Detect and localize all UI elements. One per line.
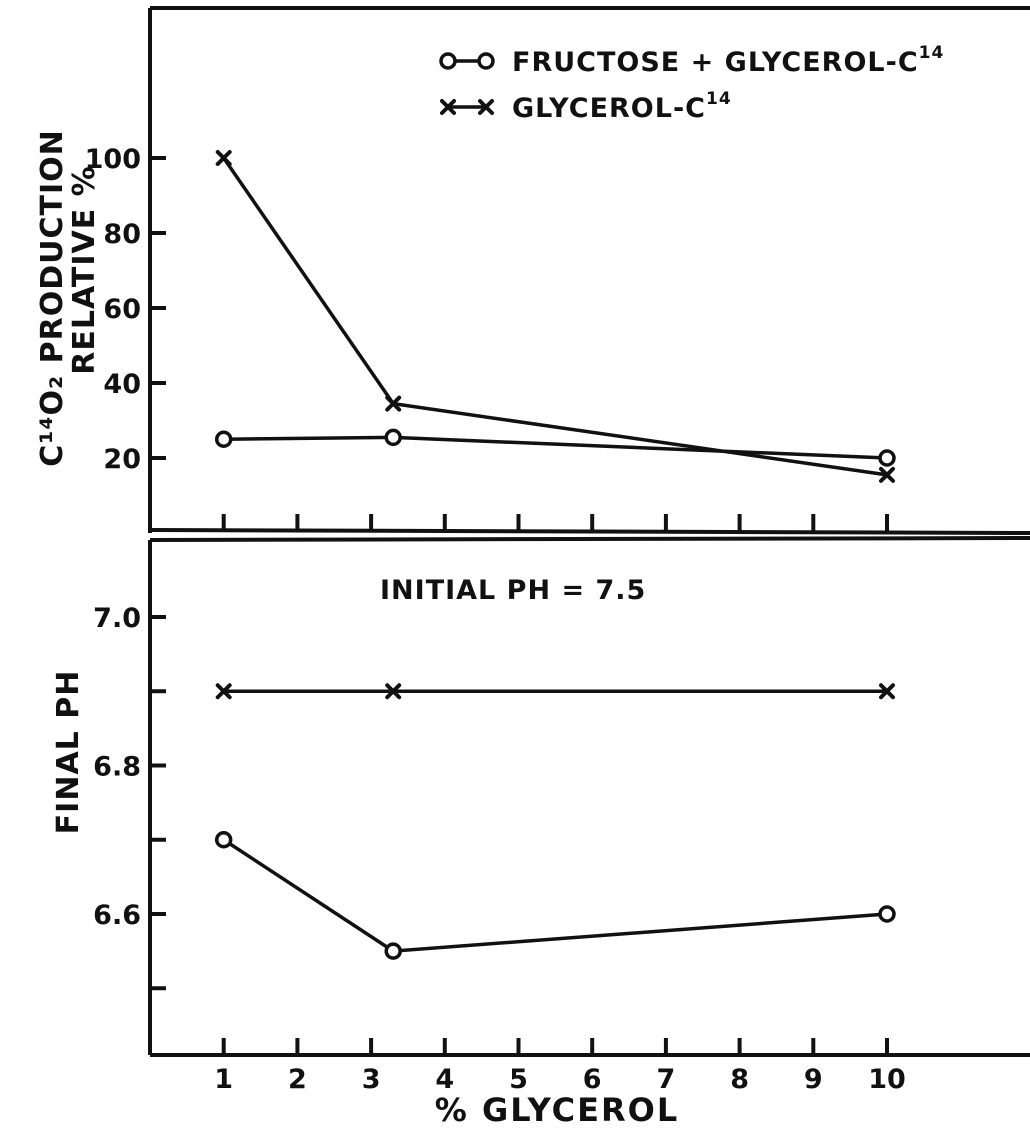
bottom-y-tick-label: 7.0 — [93, 603, 141, 634]
legend-cross-marker — [478, 99, 494, 115]
top-point-circle — [878, 449, 896, 467]
initial-ph-annotation: INITIAL PH = 7.5 — [380, 575, 646, 606]
bottom-series-line-circle — [222, 838, 888, 953]
top-y-tick-label: 80 — [103, 219, 141, 250]
x-tick-label: 9 — [804, 1064, 823, 1095]
legend-label-fructose-glycerol: FRUCTOSE + GLYCEROL-C14 — [512, 43, 944, 78]
top-ticks — [221, 514, 889, 531]
x-tick-label: 4 — [435, 1064, 454, 1095]
x-tick-label: 1 — [214, 1064, 233, 1095]
bottom-y-tick-label: 6.6 — [93, 900, 141, 931]
bottom-point-circle — [878, 905, 896, 923]
top-point-circle — [384, 428, 402, 447]
top-point-cross — [215, 150, 232, 166]
top-point-cross — [879, 466, 895, 483]
x-tick-label: 5 — [509, 1064, 528, 1095]
top-panel-frame — [148, 6, 1030, 535]
legend-item-cross: GLYCEROL-C14 — [440, 89, 732, 124]
top-y-axis-label-line1: C¹⁴O₂ PRODUCTION — [35, 129, 70, 467]
top-series-line-circle — [223, 435, 888, 460]
bottom-point-cross — [879, 683, 895, 700]
bottom-panel-frame — [148, 536, 1030, 1057]
top-y-tick-label: 100 — [85, 144, 141, 175]
top-point-circle — [214, 430, 233, 448]
legend-cross-marker — [440, 99, 456, 115]
top-y-ticks: 20 40 60 80 100 — [85, 144, 166, 475]
legend-label-glycerol: GLYCEROL-C14 — [512, 89, 732, 124]
top-point-cross — [385, 395, 402, 412]
bottom-y-tick-label: 6.8 — [93, 752, 141, 783]
top-series-line-cross — [222, 157, 888, 477]
bottom-ticks — [221, 1038, 889, 1055]
x-tick-label: 8 — [730, 1064, 749, 1095]
x-tick-label: 7 — [657, 1064, 676, 1095]
legend-item-circle: FRUCTOSE + GLYCEROL-C14 — [439, 43, 944, 78]
bottom-point-cross — [385, 683, 402, 700]
legend-circle-marker — [477, 52, 495, 70]
bottom-point-circle — [384, 942, 402, 960]
top-y-tick-label: 20 — [103, 444, 141, 475]
bottom-series — [214, 683, 896, 960]
top-y-tick-label: 60 — [103, 294, 141, 325]
bottom-x-tick-labels: 1 2 3 4 5 6 7 8 9 10 — [214, 1064, 905, 1095]
x-tick-label: 6 — [583, 1064, 602, 1095]
bottom-point-cross — [215, 683, 232, 700]
x-tick-label: 10 — [868, 1064, 906, 1095]
x-axis-label: % GLYCEROL — [435, 1091, 679, 1129]
legend-circle-marker — [439, 52, 457, 70]
legend: FRUCTOSE + GLYCEROL-C14 GLYCEROL-C14 — [439, 43, 944, 124]
x-tick-label: 2 — [288, 1064, 307, 1095]
bottom-point-circle — [214, 831, 233, 849]
bottom-y-axis-label: FINAL PH — [51, 670, 86, 835]
top-y-tick-label: 40 — [103, 369, 141, 400]
top-y-axis-label-line2: RELATIVE % — [67, 165, 102, 374]
bottom-y-ticks: 6.6 6.8 7.0 — [93, 603, 166, 991]
x-tick-label: 3 — [362, 1064, 381, 1095]
top-series — [214, 150, 896, 483]
